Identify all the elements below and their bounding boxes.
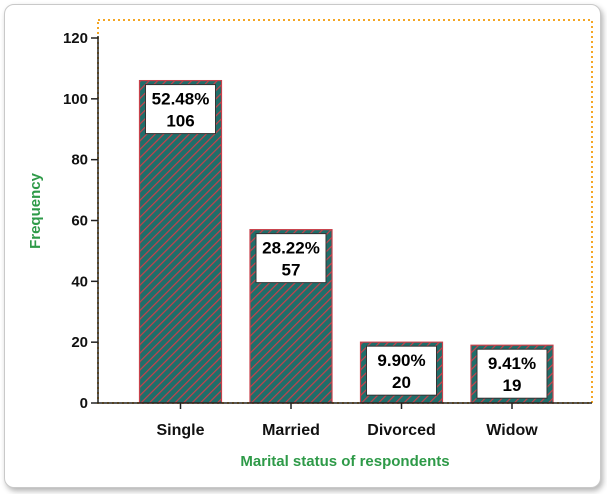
percent-label-widow: 9.41% — [488, 354, 536, 373]
bar-single — [138, 79, 223, 404]
x-tick-label-married: Married — [262, 422, 320, 439]
x-tick-label-widow: Widow — [486, 422, 538, 439]
count-label-widow: 19 — [503, 376, 522, 395]
y-axis: 0 20 40 60 80 100 120 — [63, 30, 99, 412]
y-tick-label-40: 40 — [71, 273, 88, 290]
x-tick-label-single: Single — [156, 422, 204, 439]
y-tick-label-120: 120 — [63, 30, 88, 47]
y-tick-label-100: 100 — [63, 91, 88, 108]
y-axis-title: Frequency — [27, 172, 44, 249]
percent-label-married: 28.22% — [262, 239, 320, 258]
count-label-single: 106 — [166, 112, 194, 131]
data-label-box-single — [145, 84, 216, 135]
x-axis-title: Marital status of respondents — [240, 453, 449, 470]
x-axis: Single Married Divorced Widow — [98, 402, 592, 439]
y-tick-label-20: 20 — [71, 334, 88, 351]
plot-area-border — [97, 19, 593, 404]
percent-label-single: 52.48% — [152, 90, 210, 109]
data-label-box-widow — [476, 348, 548, 399]
x-tick-label-divorced: Divorced — [367, 422, 435, 439]
count-label-divorced: 20 — [392, 373, 411, 392]
percent-label-divorced: 9.90% — [377, 351, 425, 370]
y-tick-label-60: 60 — [71, 213, 88, 230]
y-tick-label-0: 0 — [80, 395, 88, 412]
data-label-box-married — [255, 233, 327, 284]
data-labels-group: 52.48% 106 28.22% 57 9.90% 20 9.41% 19 — [145, 84, 548, 399]
y-tick-label-80: 80 — [71, 152, 88, 169]
data-label-box-divorced — [366, 345, 437, 396]
count-label-married: 57 — [282, 261, 301, 280]
